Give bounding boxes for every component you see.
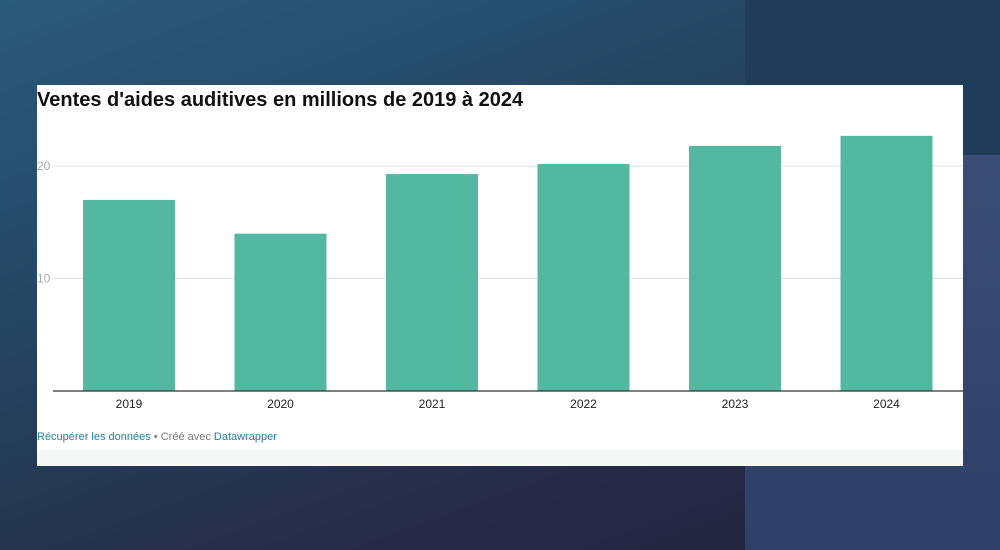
chart-card: Ventes d'aides auditives en millions de … <box>37 85 963 466</box>
created-with-text: Créé avec <box>160 431 214 443</box>
y-axis-ticks: 10 20 <box>37 159 51 285</box>
bar-2023 <box>689 145 781 391</box>
download-data-link[interactable]: Récupérer les données <box>37 431 151 443</box>
bar-2021 <box>386 174 478 391</box>
y-tick-label: 10 <box>37 272 51 286</box>
bar-chart: 10 20 2019 2020 2021 2022 2023 2024 <box>37 135 963 411</box>
x-axis-ticks: 2019 2020 2021 2022 2023 2024 <box>116 397 901 411</box>
bar-2024 <box>840 135 933 391</box>
x-tick-label: 2019 <box>116 397 143 411</box>
y-tick-label: 20 <box>37 159 51 173</box>
bars <box>83 135 933 391</box>
x-tick-label: 2020 <box>267 397 294 411</box>
bar-2022 <box>537 163 630 391</box>
footer-strip <box>37 450 963 466</box>
bar-2019 <box>83 199 175 391</box>
x-tick-label: 2021 <box>419 397 446 411</box>
bar-2020 <box>234 233 327 391</box>
x-tick-label: 2022 <box>570 397 597 411</box>
datawrapper-link[interactable]: Datawrapper <box>213 431 277 443</box>
footer-separator: • <box>150 431 161 443</box>
gridlines <box>53 165 963 280</box>
x-tick-label: 2023 <box>722 397 749 411</box>
x-tick-label: 2024 <box>873 397 900 411</box>
chart-title: Ventes d'aides auditives en millions de … <box>37 89 524 111</box>
chart-footer: Récupérer les données • Créé avec Datawr… <box>37 431 277 443</box>
